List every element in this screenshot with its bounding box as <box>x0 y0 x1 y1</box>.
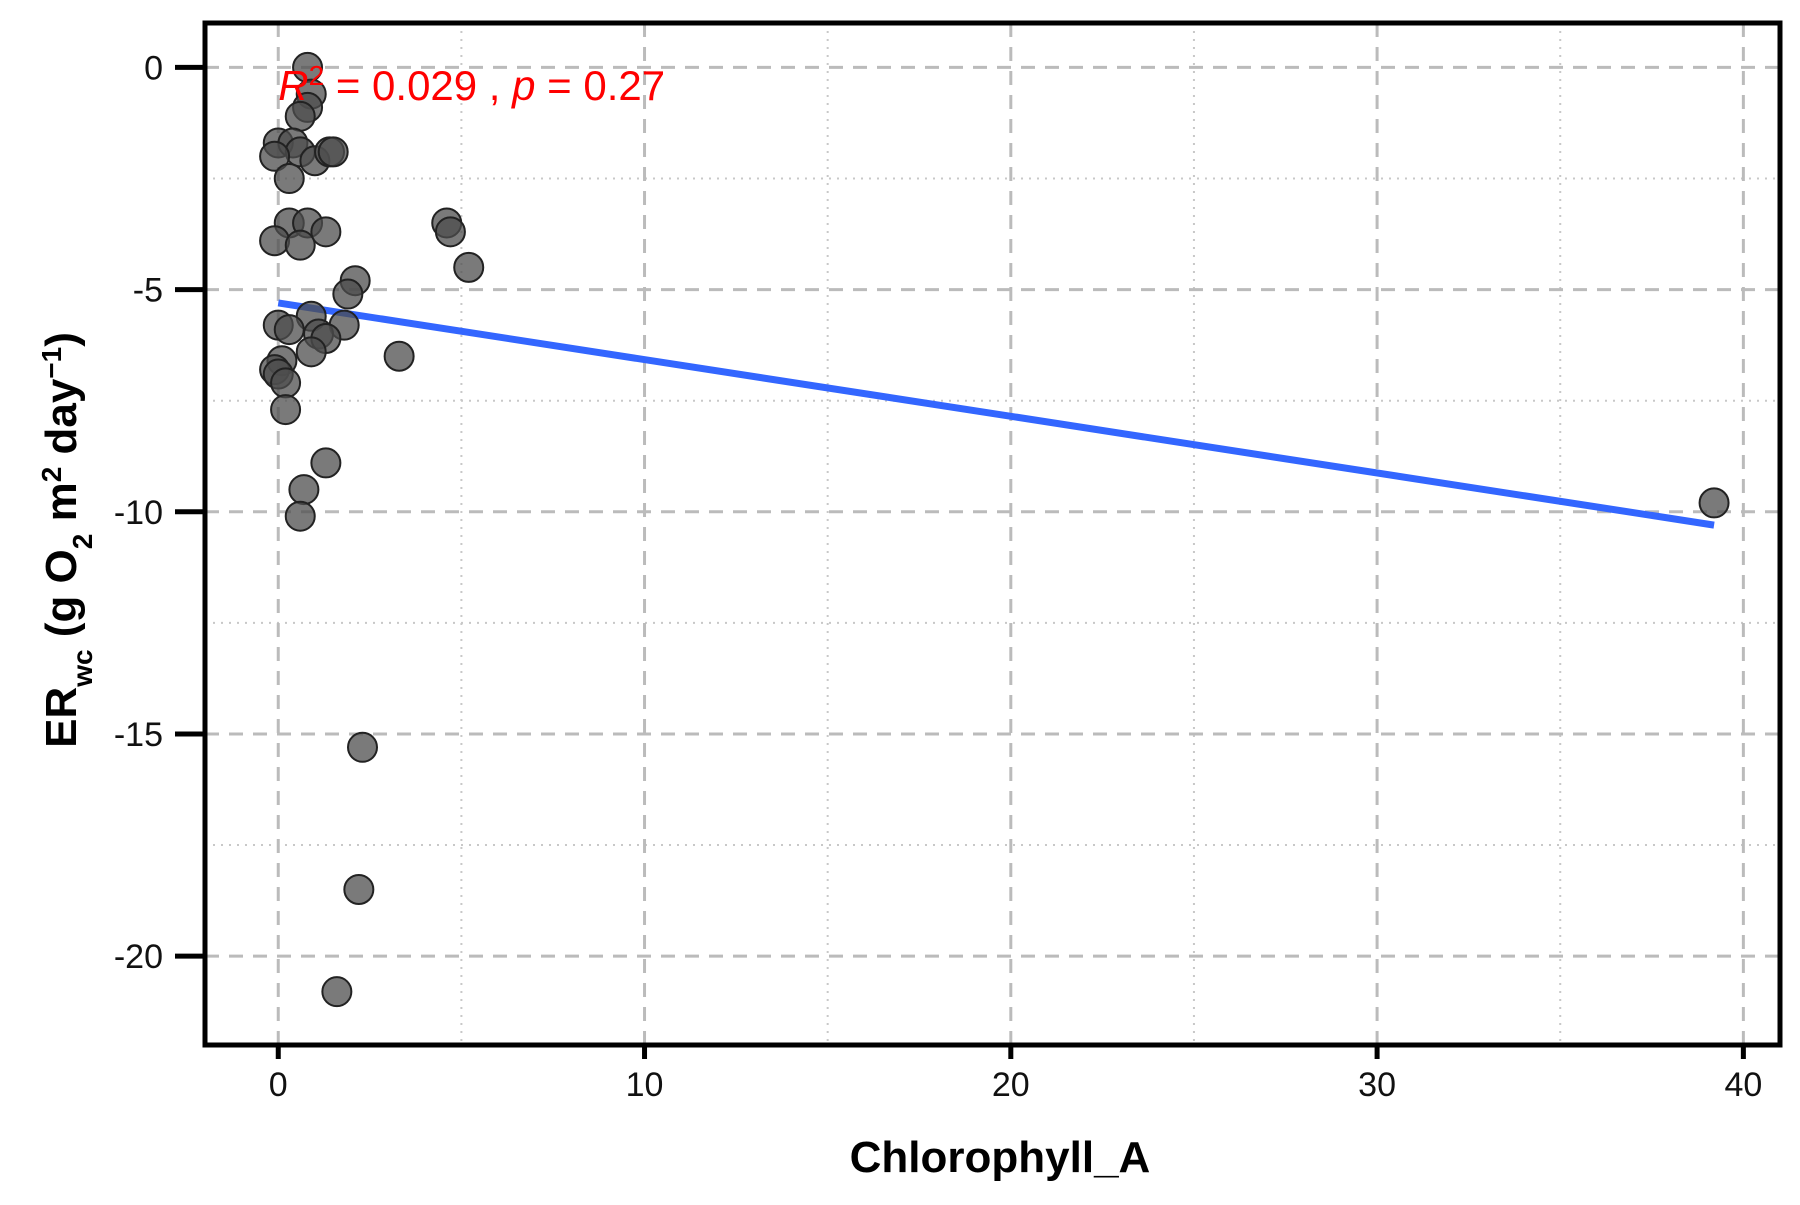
data-point <box>332 278 364 310</box>
y-title-units-day: day <box>37 378 86 467</box>
major-grid <box>205 23 1780 1045</box>
regression-line <box>277 299 1715 529</box>
data-point <box>347 731 378 763</box>
data-point <box>284 500 316 532</box>
data-point <box>1698 487 1730 519</box>
y-tick-label: -20 <box>114 938 163 976</box>
data-point <box>288 474 320 506</box>
data-point <box>310 447 342 479</box>
data-point <box>317 136 349 168</box>
r-superscript: 2 <box>309 60 325 91</box>
y-title-units-open: (g O <box>37 549 86 649</box>
y-title-units-mid: m <box>37 482 86 533</box>
data-point <box>284 229 316 261</box>
data-point <box>259 140 291 172</box>
data-point <box>270 367 302 399</box>
p-value: = 0.27 <box>536 62 666 109</box>
plot-border <box>202 20 1783 1048</box>
data-point <box>434 216 466 248</box>
axes-frame <box>202 20 1783 1048</box>
x-tick-label: 0 <box>269 1066 288 1104</box>
p-label: p <box>510 62 535 109</box>
points-layer <box>259 51 1730 1008</box>
data-point <box>295 336 327 368</box>
r-value: = 0.029 , <box>324 62 512 109</box>
data-point <box>273 314 305 346</box>
r-label: R <box>278 62 308 109</box>
data-point <box>343 873 375 905</box>
data-point <box>270 394 302 426</box>
x-tick-label: 40 <box>1724 1066 1762 1104</box>
y-title-subscript: wc <box>67 649 98 687</box>
y-tick-label: -5 <box>133 272 163 310</box>
x-axis-title: Chlorophyll_A <box>850 1133 1151 1182</box>
y-tick-label: -15 <box>114 716 163 754</box>
y-tick-label: 0 <box>144 49 163 87</box>
data-point <box>310 216 342 248</box>
axis-ticks: 0 10 20 30 40 0 -5 -10 -15 -20 <box>114 49 1762 1104</box>
data-point <box>453 251 485 283</box>
regression-layer <box>277 299 1715 529</box>
y-title-o2-subscript: 2 <box>67 534 98 550</box>
y-title-day-superscript: −1 <box>36 347 67 379</box>
y-axis-title: ERwc (g O2 m2 day−1) <box>36 332 98 748</box>
x-tick-label: 20 <box>992 1066 1030 1104</box>
data-point <box>273 163 305 195</box>
minor-grid <box>205 23 1780 1045</box>
data-point <box>383 340 415 372</box>
data-point <box>259 225 291 257</box>
data-point <box>321 976 353 1008</box>
y-title-units-close: ) <box>37 332 86 347</box>
x-tick-label: 10 <box>626 1066 664 1104</box>
y-tick-label: -10 <box>114 494 163 532</box>
x-tick-label: 30 <box>1358 1066 1396 1104</box>
y-title-m-superscript: 2 <box>36 467 67 483</box>
regression-stats-annotation: R2 = 0.029 , p = 0.27 <box>278 60 665 110</box>
y-title-main: ER <box>37 687 86 748</box>
